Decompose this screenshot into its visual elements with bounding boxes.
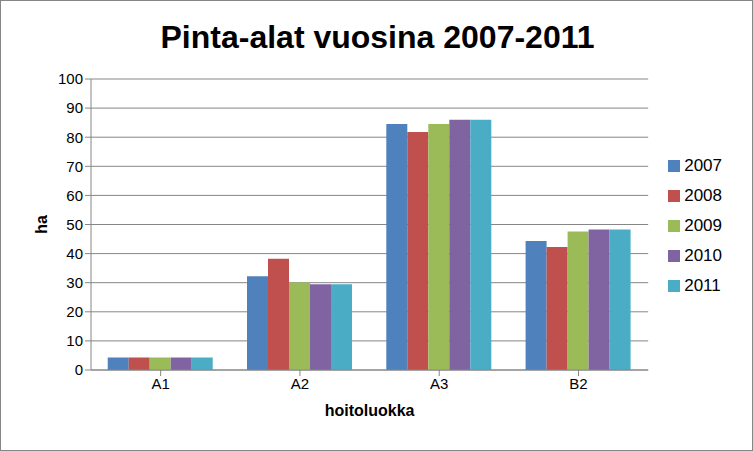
html-text:2007: 2007 (684, 155, 722, 175)
svg-text:0: 0 (75, 361, 83, 378)
svg-text:20: 20 (66, 303, 83, 320)
html-text:2010: 2010 (684, 245, 722, 265)
svg-text:hoitoluokka: hoitoluokka (325, 402, 415, 419)
html-text:Pinta-alat vuosina 2007-2011: Pinta-alat vuosina 2007-2011 (160, 19, 595, 55)
svg-text:90: 90 (66, 99, 83, 116)
svg-text:80: 80 (66, 129, 83, 146)
svg-text:40: 40 (66, 245, 83, 262)
svg-text:A1: A1 (151, 375, 169, 392)
svg-text:A2: A2 (291, 375, 309, 392)
svg-text:A3: A3 (430, 375, 448, 392)
svg-text:30: 30 (66, 274, 83, 291)
html-text:2009: 2009 (684, 215, 722, 235)
svg-text:50: 50 (66, 216, 83, 233)
svg-text:60: 60 (66, 187, 83, 204)
svg-text:ha: ha (33, 215, 50, 234)
svg-text:B2: B2 (569, 375, 587, 392)
svg-text:70: 70 (66, 158, 83, 175)
svg-text:10: 10 (66, 332, 83, 349)
svg-text:100: 100 (58, 70, 83, 87)
html-text:2011: 2011 (684, 275, 721, 295)
html-text:2008: 2008 (684, 185, 722, 205)
